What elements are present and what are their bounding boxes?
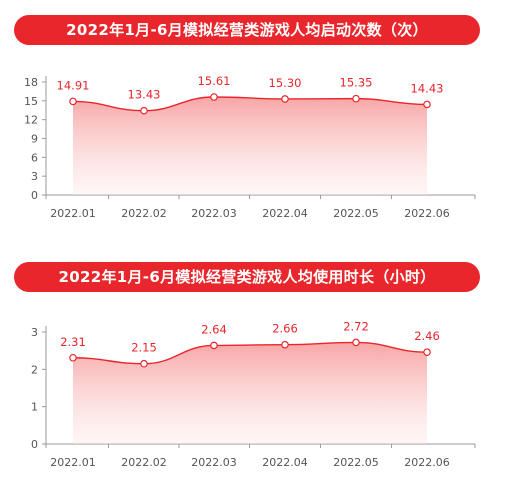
y-tick-label: 18 — [24, 76, 38, 89]
data-label: 2.72 — [343, 319, 369, 333]
data-point — [281, 340, 289, 349]
data-label: 2.46 — [414, 329, 440, 343]
data-label: 2.66 — [272, 322, 298, 336]
data-point — [69, 97, 77, 106]
x-tick-label: 2022.05 — [333, 456, 379, 469]
launch-count-chart: 0 3 6 9 12 15 18 2022.01 2022.02 2022.03 2022.04 20… — [24, 74, 476, 220]
y-tick-label: 6 — [31, 151, 38, 164]
x-tick-label: 2022.01 — [50, 207, 96, 220]
x-tick-label: 2022.03 — [191, 456, 237, 469]
data-label: 15.35 — [340, 76, 373, 90]
data-label: 2.64 — [201, 322, 227, 336]
x-tick-label: 2022.05 — [333, 207, 379, 220]
y-tick-label: 15 — [24, 95, 38, 108]
x-tick-label: 2022.06 — [404, 456, 450, 469]
data-point — [352, 338, 360, 347]
y-tick-label: 0 — [31, 189, 38, 202]
data-point — [281, 95, 289, 103]
data-point — [140, 106, 148, 115]
data-point — [140, 359, 148, 368]
x-tick-label: 2022.02 — [121, 456, 167, 469]
y-tick-label: 2 — [31, 363, 38, 376]
x-tick-label: 2022.02 — [121, 207, 167, 220]
data-label: 2.15 — [131, 341, 157, 355]
data-label: 14.91 — [57, 78, 90, 92]
data-point — [210, 93, 218, 101]
data-label: 15.30 — [269, 76, 302, 90]
y-tick-label: 12 — [24, 114, 38, 127]
data-label: 2.31 — [60, 335, 86, 349]
chart-title: 2022年1月-6月模拟经营类游戏人均启动次数（次） — [14, 15, 480, 45]
x-tick-label: 2022.03 — [191, 207, 237, 220]
x-tick-label: 2022.04 — [262, 207, 308, 220]
x-tick-label: 2022.01 — [50, 456, 96, 469]
y-tick-label: 1 — [31, 401, 38, 414]
data-point — [352, 94, 360, 103]
data-label: 14.43 — [411, 81, 444, 95]
data-label: 13.43 — [128, 88, 161, 102]
data-point — [423, 100, 431, 109]
chart-title: 2022年1月-6月模拟经营类游戏人均使用时长（小时） — [14, 262, 480, 292]
x-tick-label: 2022.04 — [262, 456, 308, 469]
series-line — [72, 96, 428, 112]
y-tick-label: 3 — [31, 170, 38, 183]
y-tick-label: 0 — [31, 438, 38, 451]
y-tick-label: 3 — [31, 326, 38, 339]
y-tick-label: 9 — [31, 133, 38, 146]
series-area — [73, 97, 427, 195]
data-point — [210, 341, 218, 350]
x-tick-label: 2022.06 — [404, 207, 450, 220]
data-point — [423, 348, 431, 356]
series-area — [73, 342, 427, 444]
data-label: 15.61 — [198, 74, 231, 88]
series-line — [72, 341, 428, 365]
data-point — [69, 353, 77, 362]
